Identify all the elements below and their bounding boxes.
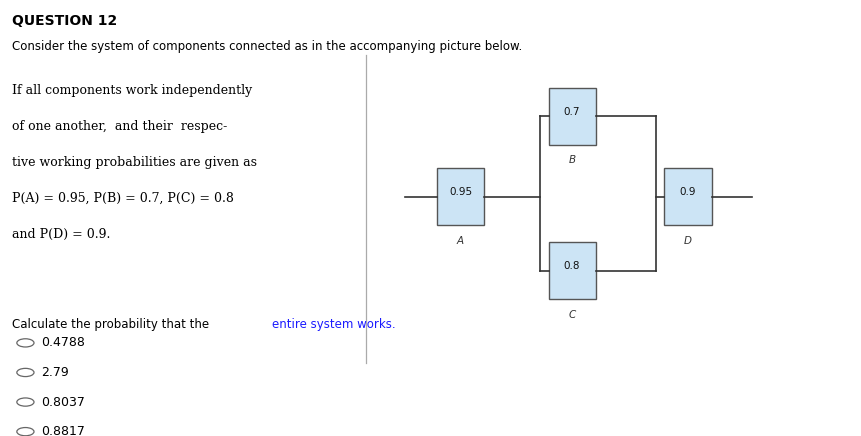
Text: Consider the system of components connected as in the accompanying picture below: Consider the system of components connec…	[12, 41, 522, 54]
Text: Calculate the probability that the: Calculate the probability that the	[12, 318, 213, 331]
FancyBboxPatch shape	[548, 242, 596, 300]
Text: 0.7: 0.7	[564, 107, 580, 117]
Text: B: B	[568, 156, 576, 166]
Text: and P(D) = 0.9.: and P(D) = 0.9.	[12, 228, 110, 241]
Text: 0.95: 0.95	[449, 187, 472, 198]
Text: QUESTION 12: QUESTION 12	[12, 14, 117, 28]
Text: 2.79: 2.79	[40, 366, 69, 379]
Text: P(A) = 0.95, P(B) = 0.7, P(C) = 0.8: P(A) = 0.95, P(B) = 0.7, P(C) = 0.8	[12, 192, 233, 205]
Text: 0.4788: 0.4788	[40, 337, 84, 349]
Text: of one another,  and their  respec-: of one another, and their respec-	[12, 120, 227, 133]
Text: tive working probabilities are given as: tive working probabilities are given as	[12, 156, 257, 169]
FancyBboxPatch shape	[548, 88, 596, 145]
FancyBboxPatch shape	[437, 168, 484, 225]
Text: 0.8: 0.8	[564, 262, 580, 272]
Text: C: C	[568, 310, 576, 320]
Text: 0.8817: 0.8817	[40, 425, 84, 436]
FancyBboxPatch shape	[665, 168, 711, 225]
Text: A: A	[457, 235, 464, 245]
Text: If all components work independently: If all components work independently	[12, 84, 252, 97]
Text: 0.8037: 0.8037	[40, 395, 84, 409]
Text: entire system works.: entire system works.	[272, 318, 395, 331]
Text: 0.9: 0.9	[679, 187, 697, 198]
Text: D: D	[684, 235, 692, 245]
